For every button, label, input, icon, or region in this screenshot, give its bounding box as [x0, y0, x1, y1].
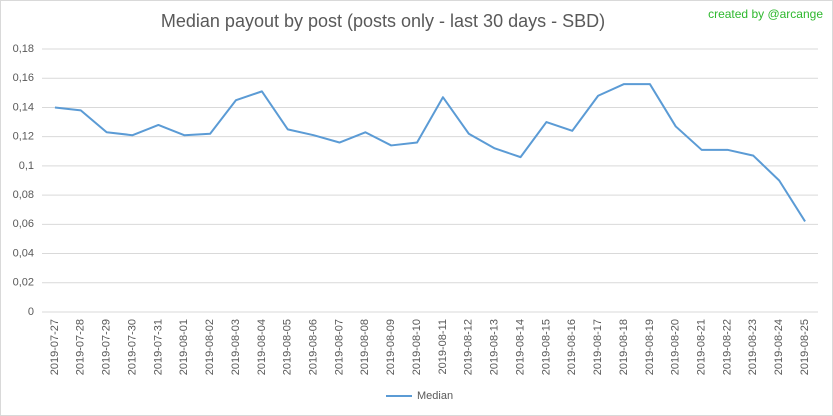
y-tick-label: 0,02 [13, 277, 34, 289]
x-tick-label: 2019-07-28 [75, 319, 87, 375]
x-tick-label: 2019-08-20 [670, 319, 682, 375]
x-tick-label: 2019-08-16 [566, 319, 578, 375]
x-tick-label: 2019-07-30 [126, 319, 138, 375]
x-tick-label: 2019-08-22 [721, 319, 733, 375]
y-tick-label: 0,16 [13, 72, 34, 84]
x-tick-label: 2019-07-27 [49, 319, 61, 375]
x-tick-label: 2019-08-17 [592, 319, 604, 375]
x-tick-label: 2019-08-13 [489, 319, 501, 375]
y-tick-label: 0,18 [13, 43, 34, 55]
x-tick-label: 2019-08-02 [204, 319, 216, 375]
x-tick-label: 2019-08-25 [799, 319, 811, 375]
x-tick-label: 2019-08-12 [463, 319, 475, 375]
y-tick-label: 0,14 [13, 101, 34, 113]
x-tick-label: 2019-08-19 [644, 319, 656, 375]
x-tick-label: 2019-08-03 [230, 319, 242, 375]
x-tick-label: 2019-08-06 [308, 319, 320, 375]
annotation: created by @arcange [708, 7, 823, 21]
x-tick-label: 2019-08-15 [540, 319, 552, 375]
chart-title: Median payout by post (posts only - last… [161, 11, 605, 31]
y-tick-label: 0,06 [13, 218, 34, 230]
x-tick-label: 2019-08-08 [359, 319, 371, 375]
x-tick-label: 2019-08-04 [256, 319, 268, 375]
x-tick-label: 2019-08-07 [333, 319, 345, 375]
x-tick-label: 2019-08-21 [696, 319, 708, 375]
y-tick-label: 0,08 [13, 189, 34, 201]
x-tick-label: 2019-08-14 [514, 319, 526, 375]
y-tick-label: 0,12 [13, 131, 34, 143]
x-tick-label: 2019-08-18 [618, 319, 630, 375]
x-tick-label: 2019-08-05 [282, 319, 294, 375]
x-tick-label: 2019-08-23 [747, 319, 759, 375]
x-tick-label: 2019-07-29 [101, 319, 113, 375]
y-tick-label: 0,04 [13, 247, 34, 259]
x-tick-label: 2019-08-09 [385, 319, 397, 375]
x-tick-label: 2019-08-01 [178, 319, 190, 375]
legend-label: Median [417, 390, 453, 402]
y-tick-label: 0 [28, 306, 34, 318]
line-series [54, 83, 806, 222]
y-tick-label: 0,1 [19, 160, 34, 172]
x-tick-label: 2019-08-10 [411, 319, 423, 375]
x-tick-label: 2019-08-24 [773, 319, 785, 375]
x-tick-label: 2019-07-31 [152, 319, 164, 375]
x-tick-label: 2019-08-11 [437, 319, 449, 374]
